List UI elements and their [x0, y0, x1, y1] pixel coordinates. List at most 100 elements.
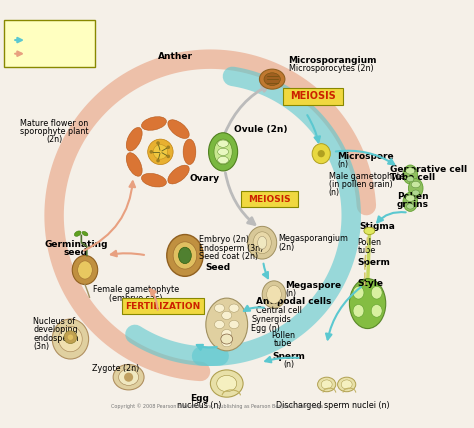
Ellipse shape [253, 232, 271, 254]
Text: Microsporocytes (2n): Microsporocytes (2n) [289, 64, 373, 73]
Ellipse shape [407, 204, 414, 209]
Text: Stigma: Stigma [359, 222, 395, 231]
Text: Ovule (2n): Ovule (2n) [234, 125, 288, 134]
Ellipse shape [222, 330, 232, 338]
Text: MEIOSIS: MEIOSIS [248, 195, 291, 204]
Text: Generative cell: Generative cell [390, 164, 467, 174]
Ellipse shape [113, 365, 144, 390]
Text: Key: Key [10, 25, 32, 35]
Ellipse shape [406, 195, 415, 201]
Ellipse shape [218, 140, 228, 147]
Text: Antipodal cells: Antipodal cells [256, 297, 331, 306]
Ellipse shape [168, 165, 189, 184]
Ellipse shape [353, 286, 364, 299]
Text: Central cell: Central cell [256, 306, 301, 315]
Ellipse shape [141, 173, 166, 187]
Text: Male gametophyte: Male gametophyte [328, 172, 404, 181]
Text: Endosperm (3n): Endosperm (3n) [200, 244, 264, 253]
Circle shape [153, 145, 168, 159]
Ellipse shape [206, 298, 247, 351]
Text: Discharged sperm nuclei (n): Discharged sperm nuclei (n) [276, 401, 390, 410]
Text: Ovary: Ovary [190, 174, 220, 183]
Text: (3n): (3n) [33, 342, 49, 351]
Text: (in pollen grain): (in pollen grain) [328, 180, 392, 189]
Circle shape [124, 373, 133, 382]
Ellipse shape [179, 247, 191, 264]
Text: (2n): (2n) [279, 243, 295, 252]
Ellipse shape [214, 321, 225, 329]
Ellipse shape [412, 190, 419, 196]
Text: Seed coat (2n): Seed coat (2n) [200, 252, 259, 261]
Text: MEIOSIS: MEIOSIS [290, 92, 336, 101]
Circle shape [149, 150, 153, 154]
Ellipse shape [118, 369, 138, 385]
Ellipse shape [82, 232, 88, 236]
Ellipse shape [218, 156, 228, 163]
Ellipse shape [371, 286, 382, 299]
Text: endosperm: endosperm [33, 333, 79, 342]
Ellipse shape [411, 181, 420, 188]
Text: (n): (n) [283, 360, 294, 369]
Ellipse shape [183, 139, 196, 164]
Text: n: n [59, 49, 64, 58]
Text: Pollen: Pollen [397, 192, 429, 201]
Circle shape [156, 141, 160, 145]
Circle shape [318, 150, 325, 158]
Text: seed: seed [64, 248, 88, 257]
Text: Sperm: Sperm [357, 258, 391, 267]
Ellipse shape [141, 117, 166, 130]
Ellipse shape [74, 231, 81, 236]
Text: (2n): (2n) [46, 136, 62, 145]
Text: Copyright © 2008 Pearson Education, Inc., publishing as Pearson Benjamin Cumming: Copyright © 2008 Pearson Education, Inc.… [110, 404, 323, 409]
Ellipse shape [259, 69, 285, 89]
Circle shape [166, 146, 170, 149]
Ellipse shape [353, 304, 364, 317]
Text: Female gametophyte: Female gametophyte [93, 285, 179, 294]
Text: ): ) [63, 49, 66, 58]
Text: Megaspore: Megaspore [285, 281, 341, 290]
Circle shape [156, 159, 160, 163]
Text: Microspore: Microspore [337, 152, 394, 161]
Ellipse shape [222, 311, 232, 319]
Text: (n): (n) [285, 289, 296, 298]
Ellipse shape [78, 261, 92, 279]
Circle shape [148, 139, 173, 164]
Circle shape [64, 331, 77, 344]
Ellipse shape [409, 178, 423, 198]
Ellipse shape [371, 304, 382, 317]
Text: Seed: Seed [206, 263, 231, 272]
Ellipse shape [264, 73, 280, 86]
Text: Style: Style [357, 279, 383, 288]
Text: Anther: Anther [158, 52, 193, 61]
Ellipse shape [218, 148, 228, 155]
Text: Megasporangium: Megasporangium [279, 234, 348, 243]
Text: Microsporangium: Microsporangium [289, 56, 377, 65]
Text: Germinating: Germinating [44, 240, 108, 249]
Ellipse shape [126, 153, 142, 176]
Ellipse shape [321, 380, 332, 389]
Ellipse shape [126, 128, 142, 151]
Ellipse shape [214, 139, 232, 164]
Text: (n): (n) [337, 160, 349, 169]
Text: tube: tube [274, 339, 292, 348]
Ellipse shape [173, 242, 197, 269]
Ellipse shape [403, 165, 418, 184]
Text: Mature flower on: Mature flower on [20, 119, 88, 128]
Text: n: n [52, 36, 57, 45]
Text: developing: developing [33, 325, 78, 334]
Text: Nucleus of: Nucleus of [33, 317, 75, 326]
Ellipse shape [72, 256, 98, 285]
Text: Embryo (2n): Embryo (2n) [200, 235, 249, 244]
Text: FERTILIZATION: FERTILIZATION [126, 302, 201, 311]
Ellipse shape [229, 321, 239, 329]
Text: Zygote (2n): Zygote (2n) [92, 365, 139, 374]
Ellipse shape [267, 285, 281, 303]
Ellipse shape [217, 375, 237, 392]
Circle shape [68, 334, 73, 340]
Ellipse shape [407, 176, 414, 182]
Text: grains: grains [397, 200, 429, 209]
Text: Pollen: Pollen [357, 238, 382, 247]
Text: (embryo sac): (embryo sac) [109, 294, 163, 303]
Ellipse shape [214, 304, 225, 312]
Text: ): ) [57, 36, 60, 45]
